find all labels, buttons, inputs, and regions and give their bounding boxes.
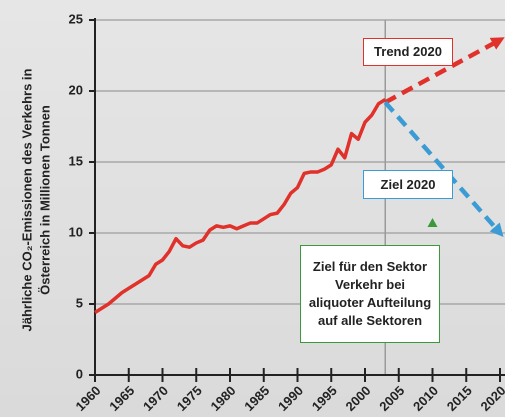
x-tick-label: 1960 — [72, 383, 103, 414]
y-tick-label: 5 — [76, 295, 83, 310]
y-label: Jährliche CO₂-Emissionen des Verkehrs in — [19, 68, 34, 331]
x-tick-label: 2005 — [376, 383, 407, 414]
y-tick-label: 0 — [76, 366, 83, 381]
x-tick-label: 2000 — [342, 383, 373, 414]
y-tick-label: 10 — [69, 224, 83, 239]
annotation: Ziel für den Sektor Verkehr bei aliquote… — [300, 245, 440, 343]
y-tick-label: 20 — [69, 82, 83, 97]
x-tick-label: 1990 — [275, 383, 306, 414]
point — [427, 218, 438, 228]
x-tick-label: 2020 — [477, 383, 505, 414]
x-tick-label: 2015 — [444, 383, 475, 414]
x-tick-label: 1980 — [207, 383, 238, 414]
x-tick-label: 1985 — [241, 383, 272, 414]
y-tick-label: 15 — [69, 153, 83, 168]
x-tick-label: 1970 — [140, 383, 171, 414]
annotation: Trend 2020 — [363, 38, 453, 66]
y-label: Österreich in Millionen Tonnen — [37, 105, 52, 295]
x-tick-label: 1995 — [309, 383, 340, 414]
line — [384, 37, 505, 105]
line — [383, 100, 504, 238]
annotation: Ziel 2020 — [363, 170, 453, 199]
x-tick-label: 2010 — [410, 383, 441, 414]
y-tick-label: 25 — [69, 11, 83, 26]
x-tick-label: 1975 — [174, 383, 205, 414]
line — [94, 98, 387, 314]
x-tick-label: 1965 — [106, 383, 137, 414]
